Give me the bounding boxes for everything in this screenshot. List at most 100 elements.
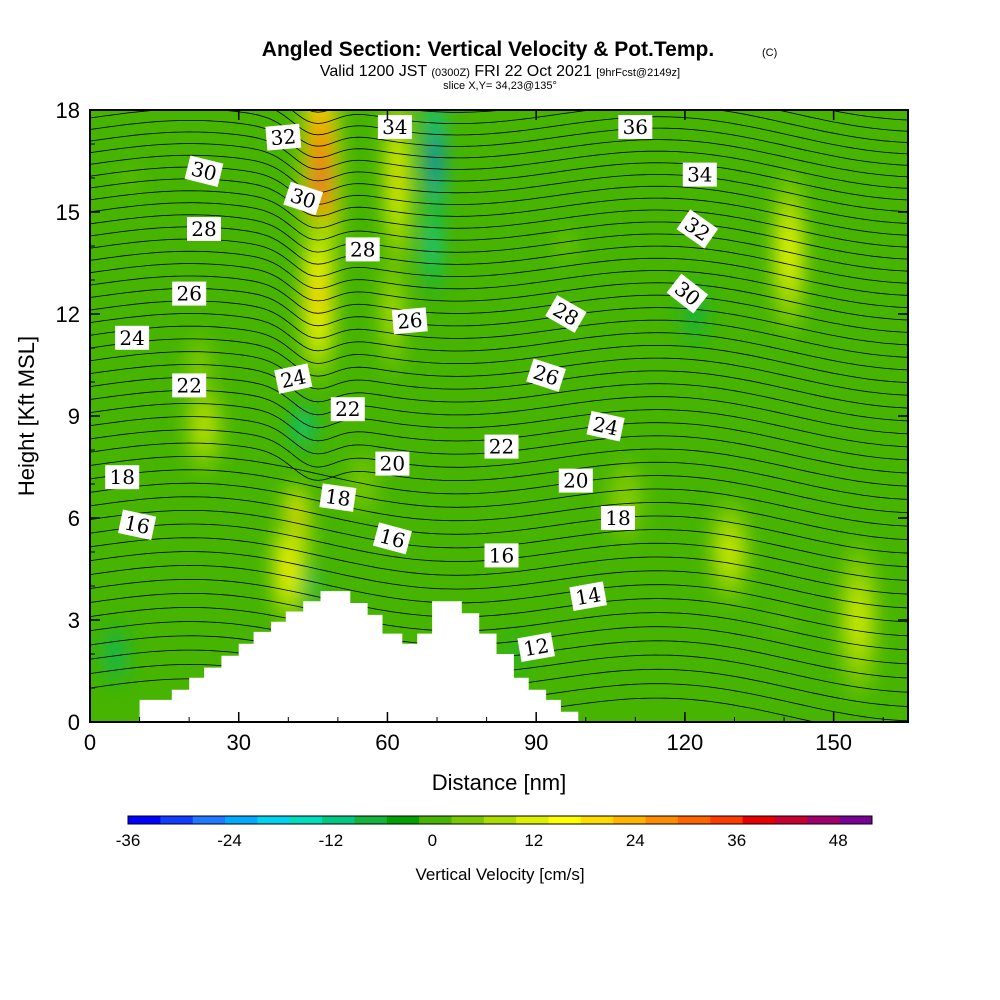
colorbar-swatch	[580, 816, 614, 824]
contour-label-box	[283, 181, 324, 216]
contour-label-text: 22	[335, 397, 360, 421]
contour-label-text: 34	[687, 163, 712, 187]
contour-label-text: 24	[278, 364, 308, 393]
contour-label-text: 28	[350, 237, 375, 261]
theta-contour-line	[90, 469, 908, 527]
x-tick-label: 150	[815, 730, 852, 755]
y-tick-label: 0	[68, 710, 80, 735]
theta-contour-line	[90, 263, 908, 321]
theta-contour-line	[90, 496, 908, 554]
theta-contour-line	[90, 579, 908, 637]
colorbar-swatch	[322, 816, 355, 824]
contour-label: 12	[517, 632, 556, 662]
contour-label-box	[682, 162, 717, 187]
contour-label-text: 16	[489, 543, 514, 567]
contour-label: 28	[345, 237, 380, 262]
contour-label-text: 18	[605, 506, 630, 530]
slice-label: slice X,Y= 34,23@135°	[443, 80, 557, 92]
velocity-cell-18	[103, 624, 127, 684]
contour-label-box	[676, 209, 719, 249]
terrain	[90, 591, 908, 722]
theta-contour-line	[90, 178, 908, 236]
theta-contour-line	[90, 537, 908, 595]
theta-contour-line	[90, 429, 908, 487]
colorbar-swatch	[807, 816, 841, 824]
theta-contour-line	[90, 250, 908, 309]
colorbar-swatch	[710, 816, 744, 824]
y-tick-label: 6	[68, 506, 80, 531]
terrain-shape	[90, 591, 908, 722]
theta-contour-line	[290, 110, 908, 143]
x-tick-label: 120	[667, 730, 704, 755]
contour-label-box	[484, 543, 519, 568]
contour-label-text: 26	[176, 282, 201, 306]
theta-contour-line	[90, 300, 908, 358]
colorbar: -36 -24 -12 0 12 24 36 48	[116, 815, 873, 850]
colorbar-tick-label: -24	[217, 831, 242, 850]
contour-label: 16	[484, 543, 519, 568]
contour-label: 34	[682, 162, 717, 187]
theta-contour-line	[274, 110, 908, 155]
contour-label-box	[569, 581, 608, 611]
contour-label-text: 26	[396, 308, 423, 334]
contour-label-box	[105, 465, 140, 490]
theta-contour-line	[90, 275, 908, 333]
x-tick-label: 0	[84, 730, 96, 755]
contour-label-box	[545, 295, 587, 333]
contour-label-box	[601, 506, 635, 530]
contour-label-box	[377, 115, 412, 139]
contour-label: 20	[558, 468, 593, 493]
contour-label: 22	[330, 397, 365, 422]
contour-label: 18	[601, 506, 635, 530]
theta-contour-line	[90, 564, 908, 623]
x-axis-label: Distance [nm]	[432, 770, 567, 795]
colorbar-tick-label: -36	[116, 831, 141, 850]
velocity-background	[90, 110, 908, 722]
velocity-cell-17	[558, 230, 574, 262]
contour-label: 24	[274, 363, 313, 394]
contour-label-text: 36	[623, 115, 648, 139]
contour-label: 16	[117, 509, 157, 541]
contour-label-text: 28	[191, 217, 216, 241]
velocity-cell-14	[839, 542, 878, 698]
x-tick-label: 90	[524, 730, 548, 755]
contour-label-text: 20	[563, 469, 588, 493]
contour-label-text: 16	[122, 510, 152, 539]
theta-contour-line	[90, 551, 908, 609]
colorbar-swatch	[128, 816, 161, 824]
contour-label-text: 30	[189, 156, 220, 185]
colorbar-swatch	[516, 816, 550, 824]
contour-label: 34	[377, 115, 412, 139]
contour-label-box	[117, 509, 157, 541]
colorbar-swatch	[289, 816, 323, 824]
contour-label: 22	[484, 434, 519, 459]
contour-label: 24	[586, 410, 625, 442]
velocity-cell-10	[186, 377, 222, 475]
colorbar-swatch	[354, 816, 388, 824]
theta-contour-line	[90, 166, 908, 224]
velocity-cell-7	[425, 192, 439, 300]
contour-label: 30	[184, 155, 224, 187]
valid-part-2: (0300Z)	[431, 67, 470, 79]
chart-title-copyright: (C)	[762, 47, 777, 59]
contour-label-text: 14	[574, 582, 603, 610]
contour-label-box	[187, 217, 221, 241]
velocity-cell-1	[301, 209, 336, 385]
colorbar-tick-label: 36	[727, 831, 746, 850]
contour-label-box	[265, 123, 302, 151]
contour-label-box	[172, 373, 207, 398]
colorbar-frame	[127, 815, 873, 825]
contour-label: 24	[115, 325, 150, 350]
contour-label-box	[484, 434, 519, 459]
theta-contour-line	[90, 456, 908, 514]
theta-contour-line	[90, 364, 908, 422]
colorbar-swatch	[451, 816, 485, 824]
theta-contour-line	[90, 226, 908, 284]
colorbar-swatch	[839, 816, 873, 824]
theta-contour-line	[90, 214, 908, 272]
colorbar-swatch	[677, 816, 711, 824]
theta-contour-line	[90, 154, 908, 213]
contour-label-box	[115, 325, 150, 350]
